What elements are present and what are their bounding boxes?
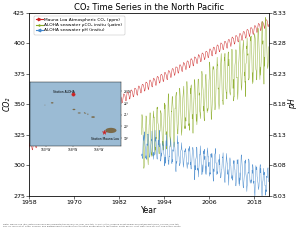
X-axis label: Year: Year xyxy=(141,206,157,215)
Text: Data: Mauna Loa (ftp://aftp.cmdl.noaa.gov/products/trends/co2/co2_mm_mlo.txt) AL: Data: Mauna Loa (ftp://aftp.cmdl.noaa.go… xyxy=(3,223,181,227)
Y-axis label: CO₂: CO₂ xyxy=(3,97,12,111)
Title: CO₂ Time Series in the North Pacific: CO₂ Time Series in the North Pacific xyxy=(74,3,224,12)
Y-axis label: pH: pH xyxy=(288,99,297,109)
Legend: Mauna Loa Atmospheric CO₂ (ppm), ALOHA seawater ρCO₂ insitu (μatm), ALOHA seawat: Mauna Loa Atmospheric CO₂ (ppm), ALOHA s… xyxy=(34,16,125,35)
